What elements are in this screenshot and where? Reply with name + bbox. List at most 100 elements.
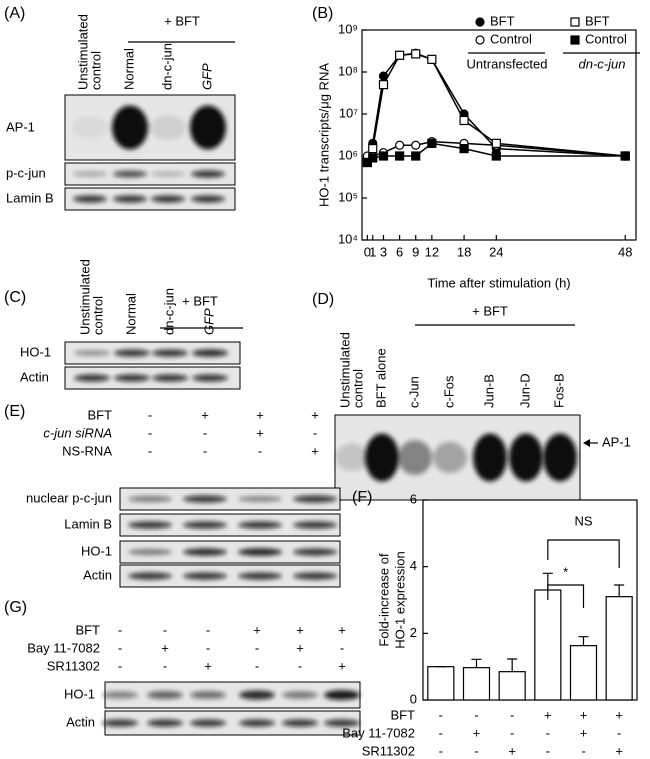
bar — [427, 666, 455, 701]
condition-sign: - — [439, 743, 443, 758]
legend-marker — [475, 17, 485, 27]
row-label: Actin — [66, 714, 95, 729]
marker — [395, 140, 405, 150]
condition-sign: - — [255, 658, 259, 673]
condition-sign: - — [474, 743, 478, 758]
blot-background — [64, 187, 236, 211]
blot-band — [473, 433, 507, 482]
condition-sign: - — [439, 725, 443, 740]
error-bar — [578, 636, 589, 646]
blot-band — [147, 691, 183, 699]
blot-background — [104, 710, 361, 736]
condition-label: Bay 11-7082 — [342, 725, 415, 740]
condition-label: c-jun siRNA — [43, 425, 112, 440]
x-tick-label: 1 — [369, 244, 376, 259]
blot-band — [128, 549, 172, 555]
blot-band — [183, 548, 227, 556]
condition-sign: - — [163, 622, 167, 637]
condition-sign: - — [118, 640, 122, 655]
blot-band — [147, 719, 183, 727]
blot-band — [114, 374, 150, 382]
x-tick-label: 6 — [396, 244, 403, 259]
legend-marker — [475, 35, 485, 45]
blot-band — [190, 105, 226, 150]
condition-sign: + — [338, 622, 346, 637]
blot-band — [150, 115, 186, 140]
lane-label: Unstimulated — [77, 259, 92, 335]
lane-label: dn-c-jun — [159, 43, 174, 90]
condition-sign: - — [510, 707, 514, 722]
lane-label: Jun-B — [481, 374, 496, 408]
blot-band — [238, 521, 282, 529]
lane-label: control — [90, 296, 105, 335]
condition-sign: + — [311, 407, 319, 422]
row-label: nuclear p-c-jun — [26, 490, 112, 505]
condition-sign: - — [203, 443, 207, 458]
x-tick-label: 48 — [618, 244, 632, 259]
condition-sign: + — [204, 658, 212, 673]
condition-sign: + — [544, 707, 552, 722]
condition-sign: - — [313, 425, 317, 440]
blot-band — [433, 441, 467, 474]
row-label: AP-1 — [6, 119, 35, 134]
blot-band — [324, 719, 360, 727]
blot-band — [113, 195, 147, 203]
row-label: HO-1 — [81, 543, 112, 558]
marker — [378, 80, 389, 90]
blot-band — [128, 572, 172, 580]
x-tick-label: 24 — [489, 244, 503, 259]
x-axis-label: Time after stimulation (h) — [427, 275, 570, 290]
marker — [491, 151, 501, 161]
panel-label: (A) — [4, 5, 25, 22]
row-label: p-c-jun — [6, 165, 46, 180]
x-tick-label: 9 — [412, 244, 419, 259]
condition-sign: - — [617, 725, 621, 740]
condition-sign: + — [615, 743, 623, 758]
condition-sign: - — [206, 622, 210, 637]
condition-sign: + — [256, 407, 264, 422]
y-tick-label: 10⁸ — [338, 63, 358, 78]
condition-sign: + — [508, 743, 516, 758]
blot-band — [365, 433, 399, 482]
x-tick-label: 3 — [380, 244, 387, 259]
marker — [368, 153, 378, 163]
y-tick-label: 10⁴ — [338, 231, 358, 246]
lane-label: BFT alone — [373, 348, 388, 408]
lane-label: control — [350, 369, 365, 408]
blot-band — [72, 115, 108, 140]
blot-band — [113, 170, 147, 178]
blot-band — [335, 443, 369, 472]
marker — [395, 50, 405, 60]
blot-band — [190, 691, 226, 699]
bar — [605, 596, 633, 701]
row-label: Lamin B — [6, 190, 54, 205]
condition-sign: + — [161, 640, 169, 655]
blot-band — [151, 171, 185, 177]
lane-label: Fos-B — [551, 373, 566, 408]
blot-band — [190, 719, 226, 727]
panel-label: (B) — [312, 5, 333, 22]
arrow-head — [583, 439, 590, 447]
blot-band — [293, 521, 337, 529]
blot-background — [119, 540, 341, 564]
lane-label: c-Fos — [441, 375, 456, 408]
significance-bracket — [547, 539, 620, 568]
blot-band — [73, 171, 107, 177]
condition-sign: - — [148, 425, 152, 440]
group-label: + BFT — [472, 303, 508, 318]
blot-band — [152, 374, 188, 382]
marker — [368, 144, 378, 154]
condition-label: SR11302 — [362, 743, 415, 758]
blot-band — [112, 105, 148, 150]
blot-band — [282, 719, 318, 727]
condition-sign: + — [311, 443, 319, 458]
condition-label: BFT — [75, 622, 100, 637]
row-label: Actin — [20, 369, 49, 384]
error-bar — [614, 584, 625, 597]
blot-band — [293, 495, 337, 503]
blot-band — [114, 349, 150, 357]
group-label: + BFT — [182, 293, 218, 308]
condition-sign: - — [298, 658, 302, 673]
condition-sign: + — [580, 707, 588, 722]
